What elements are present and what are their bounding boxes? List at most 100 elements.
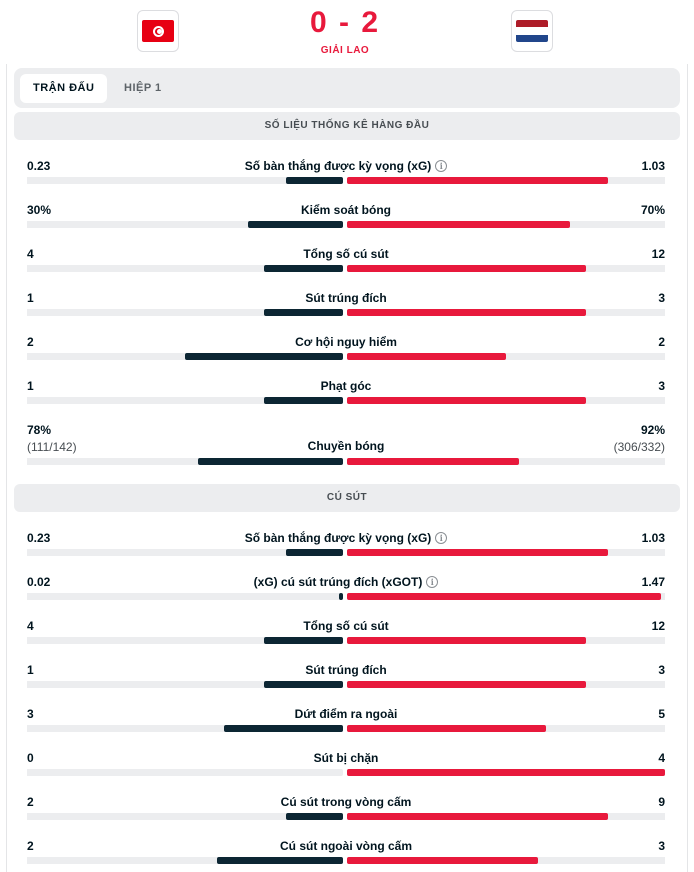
section-header: CÚ SÚT [14,484,680,512]
home-value: 0.23 [27,531,51,545]
home-value: 3 [27,707,34,721]
stat-label: Sút bị chặn [147,751,545,765]
home-bar-track [27,458,343,465]
tab-first-half[interactable]: HIỆP 1 [124,82,162,94]
away-value: 3 [658,379,665,393]
home-value: 2 [27,839,34,853]
home-bar-fill [264,681,343,688]
stat-row[interactable]: 78% 92% (111/142) (306/332) Chuyền bóng [27,419,665,475]
info-icon[interactable]: i [435,160,448,172]
stat-row[interactable]: 1 3 Phạt góc [27,375,665,415]
away-value: 3 [658,663,665,677]
away-bar-fill [347,265,586,272]
stat-row[interactable]: 0.02 1.47 (xG) cú sút trúng đích (xGOT) i [27,571,665,611]
stat-label-text: (xG) cú sút trúng đích (xGOT) [253,575,423,589]
away-bar-track [347,309,665,316]
home-team-logo[interactable] [137,10,179,52]
away-value: 12 [651,619,665,633]
info-icon[interactable]: i [426,576,439,588]
match-status: GIẢI LAO [320,45,370,56]
stat-row[interactable]: 30% 70% Kiểm soát bóng [27,199,665,239]
home-bar-fill [264,397,343,404]
tab-match[interactable]: TRẬN ĐẤU [20,74,108,103]
away-value: 3 [658,839,665,853]
stat-label-text: Cú sút ngoài vòng cấm [279,839,412,853]
stat-label-text: Tổng số cú sút [303,247,389,261]
stat-row[interactable]: 0.23 1.03 Số bàn thắng được kỳ vọng (xG) i [27,527,665,567]
stat-label-text: Cơ hội nguy hiểm [295,335,397,349]
away-value: 12 [651,247,665,261]
home-bar-fill [217,857,343,864]
home-bar-fill [264,309,343,316]
home-value: 2 [27,335,34,349]
away-bar-fill [347,725,546,732]
home-bar-track [27,177,343,184]
home-bar-fill [264,637,343,644]
stat-row[interactable]: 1 3 Sút trúng đích [27,659,665,699]
stat-row[interactable]: 1 3 Sút trúng đích [27,287,665,327]
home-sub-value: (111/142) [27,440,77,454]
away-bar-fill [347,221,570,228]
stat-row[interactable]: 3 5 Dứt điểm ra ngoài [27,703,665,743]
home-bar-fill [224,725,343,732]
stat-row[interactable]: 2 2 Cơ hội nguy hiểm [27,331,665,371]
stat-label-text: Cú sút trong vòng cấm [280,795,412,809]
stat-label: Sút trúng đích [147,291,545,305]
stat-row[interactable]: 2 9 Cú sút trong vòng cấm [27,791,665,831]
home-bar-track [27,857,343,864]
away-bar-track [347,397,665,404]
stat-row[interactable]: 0 4 Sút bị chặn [27,747,665,787]
stat-label-text: Sút bị chặn [313,751,379,765]
stat-label-text: Sút trúng đích [305,291,387,305]
stat-row[interactable]: 2 3 Cú sút ngoài vòng cấm [27,835,665,872]
stats-panel [6,64,688,872]
home-bar-track [27,725,343,732]
home-value: 4 [27,619,34,633]
stat-label: Phạt góc [147,379,545,393]
away-bar-track [347,177,665,184]
stat-row[interactable]: 4 12 Tổng số cú sút [27,243,665,283]
home-bar-fill [248,221,343,228]
away-value: 4 [658,751,665,765]
info-icon[interactable]: i [435,532,448,544]
home-bar-track [27,309,343,316]
home-value: 0 [27,751,34,765]
stat-label-text: Tổng số cú sút [303,619,389,633]
stat-label: Cú sút ngoài vòng cấm [147,839,545,853]
away-bar-fill [347,309,586,316]
stat-label: Số bàn thắng được kỳ vọng (xG) i [147,531,545,545]
stat-row[interactable]: 0.23 1.03 Số bàn thắng được kỳ vọng (xG) i [27,155,665,195]
home-value: 1 [27,379,34,393]
away-bar-track [347,265,665,272]
stat-label-text: Dứt điểm ra ngoài [294,707,398,721]
away-bar-track [347,593,665,600]
stat-label-text: Số bàn thắng được kỳ vọng (xG) [244,159,432,173]
away-bar-track [347,458,665,465]
home-bar-track [27,265,343,272]
section-header: SỐ LIỆU THỐNG KÊ HÀNG ĐẦU [14,112,680,140]
away-team-logo[interactable] [511,10,553,52]
stat-label-text: Sút trúng đích [305,663,387,677]
home-value: 0.02 [27,575,51,589]
home-bar-fill [286,813,343,820]
stat-row[interactable]: 4 12 Tổng số cú sút [27,615,665,655]
home-bar-track [27,813,343,820]
away-bar-fill [347,397,586,404]
away-bar-fill [347,857,538,864]
home-bar-track [27,769,343,776]
stat-label: Dứt điểm ra ngoài [147,707,545,721]
away-value: 1.03 [641,159,665,173]
away-bar-track [347,681,665,688]
home-bar-fill [264,265,343,272]
away-bar-fill [347,458,519,465]
home-bar-track [27,353,343,360]
home-value: 1 [27,663,34,677]
stat-label-text: Số bàn thắng được kỳ vọng (xG) [244,531,432,545]
away-value: 1.03 [641,531,665,545]
stat-label: Cú sút trong vòng cấm [147,795,545,809]
stat-label: Chuyền bóng [147,439,545,453]
away-bar-fill [347,813,608,820]
away-value: 92% [640,423,665,437]
away-bar-track [347,725,665,732]
stat-label-text: Kiểm soát bóng [300,203,391,217]
